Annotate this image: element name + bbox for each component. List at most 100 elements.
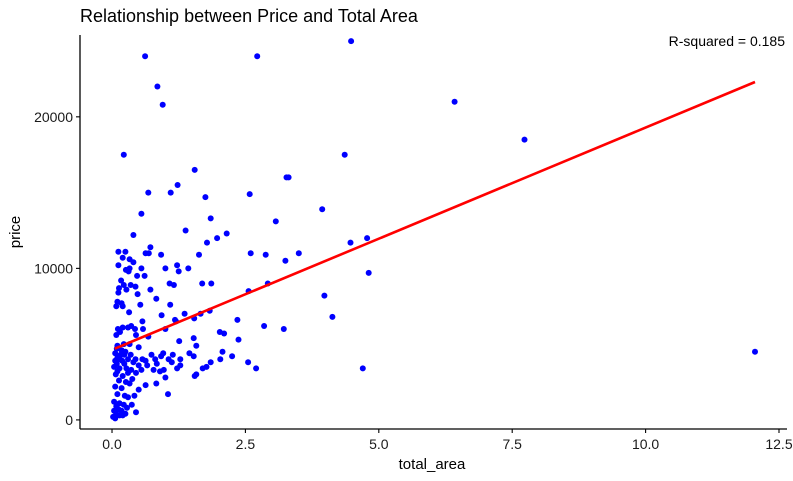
data-point bbox=[135, 344, 142, 351]
y-ticks: 0 10000 20000 bbox=[34, 109, 80, 428]
data-point bbox=[147, 244, 154, 251]
data-point bbox=[245, 359, 252, 366]
data-point bbox=[190, 335, 197, 342]
data-point bbox=[116, 285, 122, 292]
data-point bbox=[152, 356, 159, 363]
data-point bbox=[145, 189, 152, 196]
data-point bbox=[133, 409, 139, 416]
data-point bbox=[174, 262, 181, 269]
data-point bbox=[175, 268, 182, 275]
data-point bbox=[169, 351, 176, 358]
data-point bbox=[111, 398, 118, 405]
chart-title: Relationship between Price and Total Are… bbox=[80, 6, 419, 26]
data-point bbox=[119, 303, 126, 310]
data-point bbox=[160, 350, 167, 357]
data-point bbox=[130, 359, 137, 366]
data-point bbox=[167, 189, 174, 196]
data-point bbox=[282, 257, 289, 264]
data-point bbox=[113, 303, 120, 310]
data-point bbox=[341, 151, 348, 158]
data-point bbox=[191, 166, 198, 173]
data-point bbox=[319, 206, 326, 213]
data-point bbox=[158, 251, 165, 258]
data-point bbox=[185, 265, 192, 272]
x-tick-label: 0.0 bbox=[102, 436, 122, 452]
data-point bbox=[217, 356, 224, 363]
data-point bbox=[347, 239, 354, 246]
data-point bbox=[125, 356, 131, 363]
data-point bbox=[139, 318, 146, 325]
data-point bbox=[451, 98, 458, 105]
data-point bbox=[261, 323, 268, 329]
data-point bbox=[120, 282, 127, 288]
data-point bbox=[148, 351, 155, 358]
data-point bbox=[142, 53, 149, 60]
data-point bbox=[112, 371, 119, 378]
y-tick-label: 10000 bbox=[34, 260, 73, 276]
data-point bbox=[165, 391, 171, 398]
data-point bbox=[137, 301, 144, 308]
r-squared-annotation: R-squared = 0.185 bbox=[669, 33, 786, 49]
data-point bbox=[752, 348, 758, 355]
data-point bbox=[142, 357, 149, 364]
data-point bbox=[202, 194, 209, 201]
data-point bbox=[359, 365, 366, 372]
data-point bbox=[125, 268, 132, 275]
data-point bbox=[141, 272, 148, 279]
data-point bbox=[254, 53, 261, 60]
data-point bbox=[123, 365, 130, 372]
data-point bbox=[142, 382, 149, 389]
data-point bbox=[208, 280, 215, 287]
data-point bbox=[127, 282, 134, 288]
data-point bbox=[365, 269, 372, 276]
x-ticks: 0.0 2.5 5.0 7.5 10.0 12.5 bbox=[102, 429, 793, 452]
data-point bbox=[111, 363, 118, 370]
data-point bbox=[150, 366, 157, 373]
data-point bbox=[119, 254, 126, 261]
data-point bbox=[167, 301, 174, 308]
data-point bbox=[176, 338, 183, 345]
data-point bbox=[121, 351, 128, 358]
data-point bbox=[115, 262, 122, 269]
data-point bbox=[118, 277, 125, 284]
data-point bbox=[130, 232, 137, 238]
regression-line bbox=[114, 80, 756, 350]
data-point bbox=[253, 365, 260, 372]
x-tick-label: 12.5 bbox=[765, 436, 792, 452]
data-point bbox=[262, 251, 269, 258]
data-point bbox=[132, 326, 138, 332]
data-point bbox=[348, 38, 355, 45]
data-point bbox=[285, 174, 292, 181]
data-point bbox=[177, 356, 184, 363]
data-point bbox=[145, 250, 152, 257]
data-point bbox=[234, 316, 241, 323]
data-point bbox=[112, 350, 119, 357]
y-tick-label: 0 bbox=[65, 412, 73, 428]
data-point bbox=[133, 332, 139, 338]
data-point bbox=[162, 374, 169, 381]
data-point bbox=[119, 373, 126, 379]
y-axis-label: price bbox=[7, 216, 24, 249]
data-point bbox=[174, 365, 181, 372]
x-tick-label: 5.0 bbox=[369, 436, 389, 452]
data-point bbox=[125, 394, 131, 401]
data-point bbox=[272, 218, 279, 225]
data-point bbox=[125, 369, 131, 376]
data-point bbox=[207, 359, 214, 366]
data-point bbox=[153, 360, 160, 367]
data-point bbox=[126, 309, 133, 316]
x-axis-label: total_area bbox=[399, 456, 466, 473]
data-point bbox=[153, 295, 160, 302]
data-point bbox=[159, 101, 166, 108]
data-point bbox=[154, 83, 161, 90]
data-point bbox=[132, 283, 139, 290]
data-point bbox=[182, 227, 189, 234]
x-tick-label: 7.5 bbox=[502, 436, 522, 452]
data-point bbox=[219, 348, 226, 355]
data-point bbox=[521, 136, 528, 143]
data-point bbox=[119, 412, 126, 419]
data-point bbox=[112, 383, 119, 390]
data-point bbox=[120, 151, 127, 158]
data-point bbox=[158, 312, 165, 319]
data-point bbox=[138, 210, 145, 217]
